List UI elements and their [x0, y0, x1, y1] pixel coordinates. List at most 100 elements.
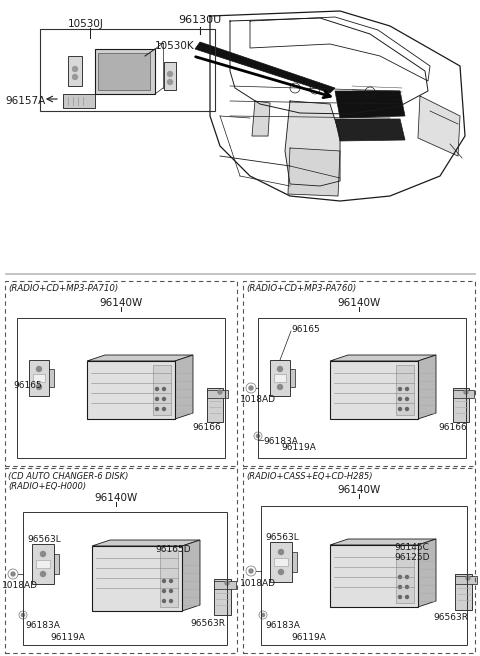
Circle shape: [249, 569, 253, 573]
Text: 96563R: 96563R: [433, 613, 468, 623]
Bar: [160, 550, 178, 607]
Text: (CD AUTO CHANGER-6 DISK): (CD AUTO CHANGER-6 DISK): [8, 472, 128, 480]
Bar: [453, 388, 469, 422]
Circle shape: [398, 596, 401, 598]
Circle shape: [466, 576, 470, 580]
Polygon shape: [288, 148, 340, 196]
Circle shape: [398, 388, 401, 390]
Bar: [243, 281, 475, 466]
Polygon shape: [285, 101, 340, 186]
Bar: [270, 360, 290, 396]
Bar: [453, 390, 474, 398]
Polygon shape: [335, 91, 405, 118]
Polygon shape: [92, 540, 200, 546]
Circle shape: [156, 388, 158, 390]
Polygon shape: [418, 355, 436, 419]
Text: 96157A: 96157A: [5, 96, 45, 106]
Text: (RADIO+CASS+EQ+CD-H285): (RADIO+CASS+EQ+CD-H285): [246, 472, 372, 480]
Circle shape: [398, 407, 401, 411]
Circle shape: [218, 390, 222, 394]
Text: 96119A: 96119A: [50, 632, 85, 642]
Text: 96165D: 96165D: [155, 544, 191, 554]
Bar: [207, 388, 223, 422]
Polygon shape: [252, 101, 270, 136]
Bar: [49, 369, 54, 387]
Bar: [455, 574, 471, 610]
Circle shape: [277, 384, 283, 390]
Text: 1018AD: 1018AD: [240, 579, 276, 588]
Bar: [87, 361, 175, 419]
Circle shape: [406, 388, 408, 390]
Circle shape: [11, 572, 15, 576]
Circle shape: [169, 590, 172, 592]
Circle shape: [406, 596, 408, 598]
Polygon shape: [195, 42, 335, 93]
Circle shape: [163, 590, 166, 592]
Text: 96119A: 96119A: [281, 443, 316, 453]
Text: 96563L: 96563L: [265, 533, 299, 543]
Circle shape: [36, 367, 41, 371]
Text: 96563R: 96563R: [191, 619, 226, 628]
Circle shape: [406, 586, 408, 588]
Bar: [153, 365, 171, 415]
Text: 96183A: 96183A: [25, 621, 60, 630]
Circle shape: [406, 407, 408, 411]
Text: 96140W: 96140W: [99, 298, 143, 308]
Circle shape: [406, 398, 408, 401]
Circle shape: [249, 386, 253, 390]
Circle shape: [156, 398, 158, 401]
Text: (RADIO+EQ-H000): (RADIO+EQ-H000): [8, 483, 86, 491]
Text: 96166: 96166: [192, 422, 221, 432]
Text: 96165: 96165: [291, 325, 320, 333]
Bar: [63, 94, 95, 108]
Text: 96166: 96166: [439, 422, 468, 432]
Bar: [274, 558, 288, 566]
Bar: [290, 369, 295, 387]
Text: 96140W: 96140W: [337, 298, 381, 308]
Bar: [396, 365, 414, 415]
Text: 96145C: 96145C: [394, 544, 429, 552]
Bar: [396, 549, 414, 603]
Circle shape: [156, 407, 158, 411]
Bar: [455, 576, 477, 584]
Circle shape: [168, 72, 172, 77]
Bar: [243, 468, 475, 653]
Circle shape: [36, 384, 41, 390]
Bar: [23, 512, 227, 645]
Circle shape: [72, 66, 77, 72]
Circle shape: [406, 575, 408, 579]
Circle shape: [163, 579, 166, 583]
Circle shape: [398, 575, 401, 579]
Bar: [17, 318, 225, 458]
Bar: [98, 53, 150, 90]
Polygon shape: [418, 539, 436, 607]
Text: 10530K: 10530K: [155, 41, 194, 51]
Circle shape: [278, 569, 284, 575]
Circle shape: [22, 613, 24, 617]
Bar: [95, 49, 155, 94]
Text: 96130U: 96130U: [179, 15, 222, 25]
Polygon shape: [330, 539, 436, 545]
Polygon shape: [418, 96, 460, 156]
Circle shape: [398, 398, 401, 401]
Bar: [214, 579, 230, 615]
Circle shape: [163, 388, 166, 390]
Text: 96183A: 96183A: [263, 438, 298, 447]
Bar: [330, 361, 418, 419]
Text: 96165: 96165: [13, 380, 42, 390]
Polygon shape: [87, 355, 193, 361]
Circle shape: [398, 586, 401, 588]
Circle shape: [169, 600, 172, 602]
Polygon shape: [175, 355, 193, 419]
Text: 10530J: 10530J: [68, 19, 104, 29]
Text: 96119A: 96119A: [291, 632, 326, 642]
Bar: [270, 542, 292, 582]
Bar: [261, 506, 467, 645]
Text: 96183A: 96183A: [265, 621, 300, 630]
Text: 1018AD: 1018AD: [2, 581, 38, 590]
Bar: [40, 29, 215, 111]
Text: (RADIO+CD+MP3-PA760): (RADIO+CD+MP3-PA760): [246, 285, 356, 293]
Bar: [33, 374, 45, 382]
Bar: [29, 360, 49, 396]
Text: 96140W: 96140W: [337, 485, 381, 495]
